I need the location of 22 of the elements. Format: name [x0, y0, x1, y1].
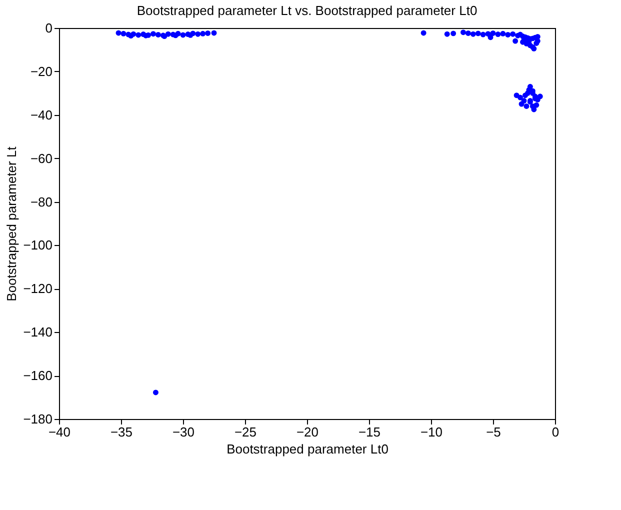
x-tick-label: −30 [172, 424, 195, 440]
y-axis-title: Bootstrapped parameter Lt [4, 146, 20, 302]
y-tick-label: −100 [23, 238, 52, 253]
y-tick-label: −20 [30, 64, 52, 79]
x-tick-label: −35 [110, 424, 133, 440]
x-tick-label: −20 [296, 424, 319, 440]
x-axis-title: Bootstrapped parameter Lt0 [226, 442, 388, 456]
y-tick-label: −80 [30, 194, 52, 210]
y-tick-label: −180 [23, 412, 52, 426]
y-tick-label: −120 [23, 281, 52, 296]
y-tick-label: −140 [23, 324, 52, 340]
x-tick-label: −25 [234, 424, 257, 440]
y-tick-label: −160 [23, 368, 52, 384]
y-tick-label: −60 [30, 150, 52, 166]
x-tick-label: 0 [552, 424, 560, 440]
y-tick-label: 0 [45, 20, 52, 36]
x-tick-label: −15 [358, 424, 381, 440]
chart-title: Bootstrapped parameter Lt vs. Bootstrapped parameter Lt0 [136, 3, 478, 18]
x-tick-label: −40 [48, 424, 71, 440]
x-tick-label: −5 [486, 424, 501, 440]
y-tick-label: −40 [30, 107, 52, 122]
x-tick-label: −10 [420, 424, 443, 440]
